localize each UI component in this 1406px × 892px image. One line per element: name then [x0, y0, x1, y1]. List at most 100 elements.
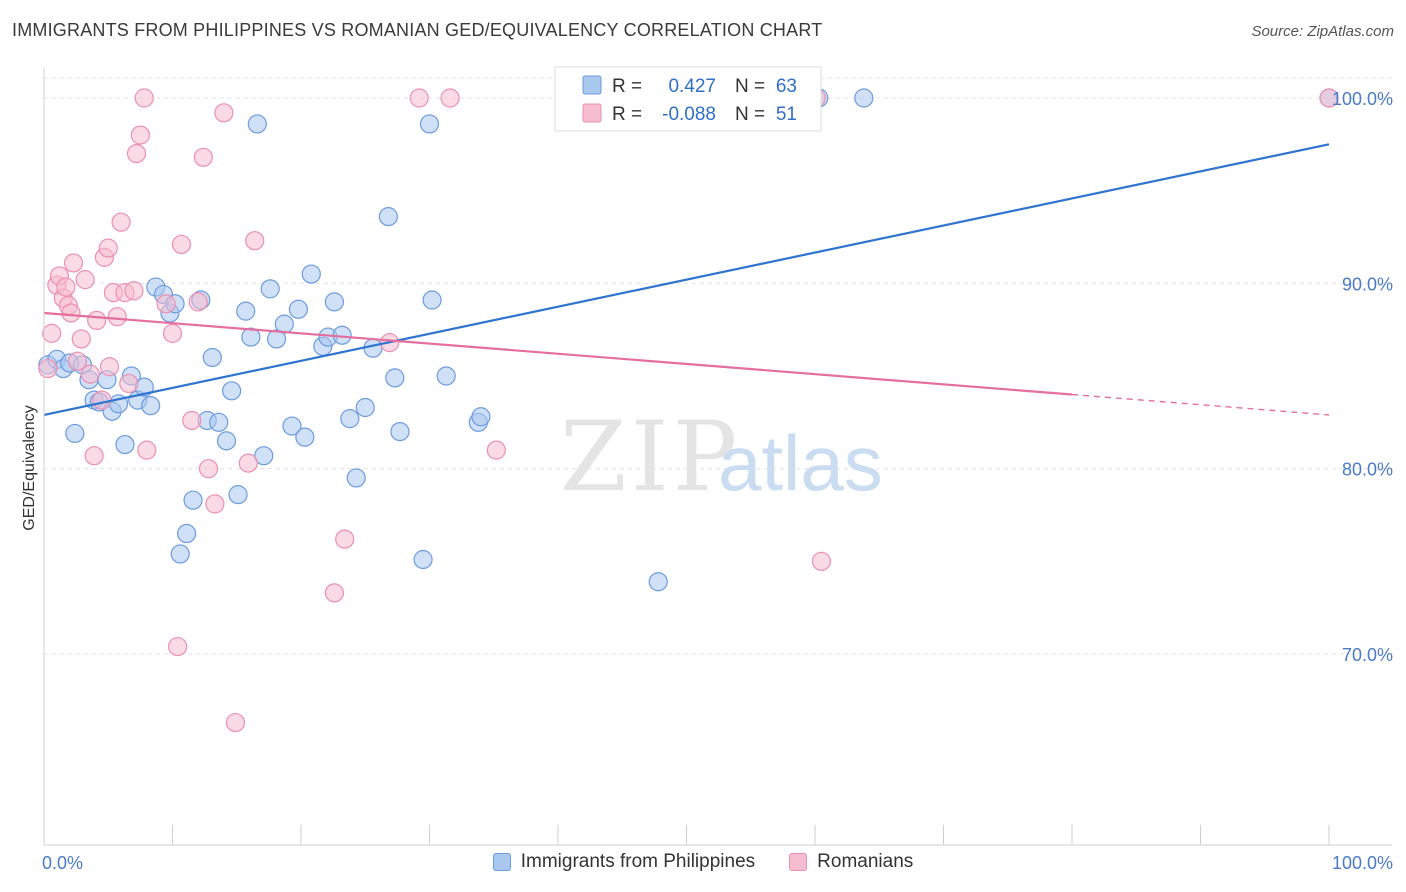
legend-blue-r-label: R = — [612, 76, 642, 97]
philippines-point — [363, 338, 383, 358]
philippines-point — [413, 549, 433, 570]
philippines-point — [378, 207, 398, 227]
philippines-point — [436, 366, 456, 386]
romanian-point — [137, 440, 157, 460]
source-credit: Source: ZipAtlas.com — [1251, 23, 1394, 40]
romanian-point — [87, 310, 107, 330]
philippines-point — [301, 264, 321, 284]
romanian-point — [92, 390, 112, 410]
philippines-point — [385, 368, 405, 388]
philippines-point — [202, 347, 222, 368]
romanian-point — [63, 253, 84, 273]
romanian-point — [182, 410, 202, 431]
bottom-legend-item-romanians: Romanians — [789, 851, 913, 873]
philippines-point — [236, 301, 256, 321]
legend-blue-n-value: 63 — [776, 76, 797, 97]
romanian-point — [245, 231, 265, 251]
romanian-point — [84, 446, 104, 466]
y-tick-label: 70.0% — [1342, 645, 1393, 665]
romanian-point — [75, 270, 95, 290]
romanian-point — [335, 529, 355, 549]
philippines-point — [274, 314, 294, 334]
philippines-point — [390, 422, 410, 442]
philippines-point — [241, 327, 261, 347]
romanian-point — [38, 358, 58, 379]
philippines-point — [228, 485, 248, 505]
philippines-point — [295, 427, 315, 447]
x-tick-label: 0.0% — [42, 853, 83, 873]
philippines-point — [141, 396, 161, 416]
romanian-point — [99, 357, 120, 377]
points-layer — [38, 88, 1339, 733]
romanian-point — [71, 329, 91, 349]
romanian-point — [324, 583, 345, 603]
bottom-legend-item-philippines: Immigrants from Philippines — [492, 851, 756, 873]
romanian-point — [61, 303, 81, 323]
trend-layer — [43, 143, 1330, 416]
trend-line-philippines — [43, 143, 1330, 416]
philippines-point — [419, 114, 440, 134]
trend-line-romanians — [43, 311, 1073, 396]
legend-blue-r-value: 0.427 — [668, 76, 716, 97]
bottom-legend-pink-swatch — [789, 853, 808, 871]
romanian-point — [56, 277, 76, 297]
stats-legend: R = 0.427 N = 63 R = -0.088 N = 51 — [554, 66, 822, 132]
legend-blue-n-label: N = — [735, 76, 765, 97]
philippines-point — [216, 431, 237, 451]
philippines-point — [177, 523, 197, 544]
romanian-point — [811, 551, 832, 571]
legend-pink-n-value: 51 — [776, 104, 797, 125]
philippines-point — [183, 490, 203, 510]
y-tick-label: 90.0% — [1342, 274, 1393, 294]
philippines-point — [260, 279, 280, 299]
romanian-point — [98, 238, 118, 258]
philippines-point — [854, 88, 874, 108]
romanian-point — [130, 125, 150, 145]
philippines-point — [346, 468, 366, 488]
bottom-legend-label: Immigrants from Philippines — [520, 851, 756, 872]
bottom-legend: Immigrants from Philippines Romanians — [0, 851, 1406, 873]
philippines-point — [254, 446, 274, 466]
philippines-point — [247, 114, 267, 134]
romanian-point — [111, 212, 131, 232]
axis-layer: 100.0% 90.0% 80.0% 70.0% 0.0% 100.0% — [42, 68, 1393, 873]
philippines-point — [422, 290, 442, 310]
watermark-atlas: atlas — [718, 419, 883, 507]
philippines-point — [288, 299, 309, 319]
romanian-point — [124, 281, 144, 301]
romanian-point — [198, 459, 219, 479]
romanian-point — [205, 494, 225, 514]
philippines-point — [222, 381, 242, 401]
y-axis-label: GED/Equivalency — [21, 405, 38, 530]
romanian-point — [225, 712, 246, 733]
romanian-point — [409, 88, 429, 108]
romanian-point — [119, 373, 139, 394]
romanian-point — [134, 88, 154, 108]
romanian-point — [193, 147, 213, 167]
philippines-point — [170, 544, 190, 564]
philippines-point — [115, 434, 135, 455]
romanian-point — [188, 292, 208, 312]
romanian-point — [67, 351, 88, 371]
romanian-point — [486, 440, 506, 460]
bottom-legend-blue-swatch — [492, 853, 511, 871]
legend-pink-n-label: N = — [735, 104, 765, 125]
romanian-point — [214, 103, 234, 123]
trend-line-romanians-extrapolated — [1071, 393, 1330, 416]
romanian-point — [171, 234, 192, 255]
philippines-point — [648, 572, 668, 592]
legend-pink-swatch — [582, 103, 602, 123]
chart-title: IMMIGRANTS FROM PHILIPPINES VS ROMANIAN … — [12, 20, 823, 40]
romanian-point — [107, 307, 127, 327]
y-tick-label: 80.0% — [1342, 460, 1393, 480]
philippines-point — [209, 412, 229, 432]
romanian-point — [440, 88, 460, 108]
romanian-point — [1319, 88, 1339, 108]
philippines-point — [355, 397, 375, 418]
legend-pink-r-label: R = — [612, 104, 642, 125]
romanian-point — [42, 323, 62, 343]
romanian-point — [156, 294, 176, 314]
philippines-point — [266, 329, 287, 349]
legend-pink-r-value: -0.088 — [662, 104, 716, 125]
